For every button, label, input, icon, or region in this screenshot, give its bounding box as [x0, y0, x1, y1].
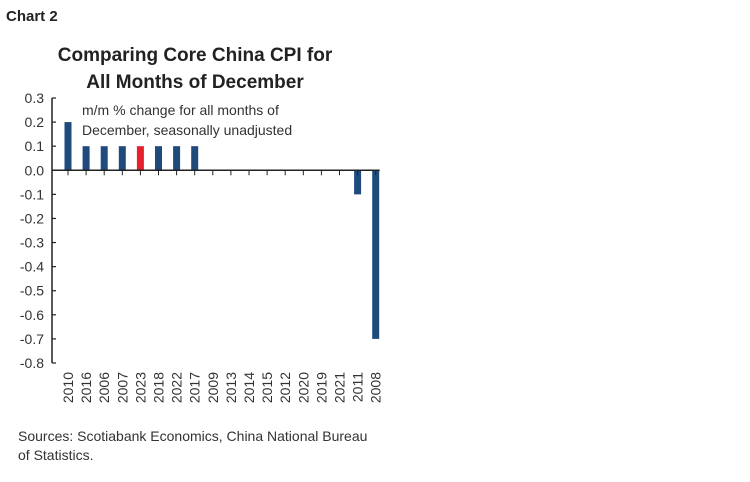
annotation-line: m/m % change for all months of [82, 102, 279, 118]
bar-2023 [136, 146, 144, 171]
bar-2017 [191, 146, 199, 171]
bar-2006 [100, 146, 108, 171]
y-tick-label: -0.3 [20, 235, 44, 251]
bar-2016 [82, 146, 90, 171]
bar-2010 [64, 122, 72, 171]
y-tick-label: 0.3 [25, 90, 45, 106]
bar-2022 [173, 146, 181, 171]
y-tick-label: -0.6 [20, 307, 44, 323]
x-tick-label: 2014 [241, 372, 257, 403]
y-tick-label: 0.0 [25, 162, 45, 178]
x-tick-label: 2016 [78, 372, 94, 403]
x-tick-label: 2006 [96, 372, 112, 403]
x-tick-label: 2018 [151, 372, 167, 403]
title-line: Comparing Core China CPI for [57, 45, 333, 66]
x-tick-label: 2008 [368, 372, 384, 403]
chart-label: Chart 2 [6, 8, 58, 25]
x-tick-label: 2009 [205, 372, 221, 403]
x-tick-label: 2022 [169, 372, 185, 403]
x-tick-label: 2019 [313, 372, 329, 403]
title-line: All Months of December [86, 72, 304, 93]
x-tick-label: 2020 [295, 372, 311, 403]
bar-2018 [155, 146, 162, 171]
x-tick-label: 2013 [223, 372, 239, 403]
x-tick-label: 2023 [132, 372, 148, 403]
y-tick-label: 0.2 [25, 114, 45, 130]
x-tick-label: 2011 [350, 372, 366, 402]
y-tick-label: -0.4 [20, 259, 44, 275]
chart-annotation: m/m % change for all months of December,… [82, 100, 292, 140]
y-tick-label: -0.1 [20, 186, 44, 202]
y-tick-label: -0.7 [20, 331, 44, 347]
bar-2011 [354, 170, 362, 195]
x-tick-label: 2015 [259, 372, 275, 403]
x-tick-label: 2010 [60, 372, 76, 403]
y-tick-label: -0.5 [20, 283, 44, 299]
y-tick-label: -0.2 [20, 210, 44, 226]
bar-2007 [118, 146, 126, 171]
x-tick-label: 2007 [114, 372, 130, 403]
x-tick-label: 2021 [332, 372, 348, 403]
y-tick-label: -0.8 [20, 355, 44, 371]
x-tick-label: 2017 [187, 372, 203, 403]
chart-title: Comparing Core China CPI for All Months … [20, 42, 370, 96]
bar-2008 [372, 170, 380, 339]
y-tick-label: 0.1 [25, 138, 45, 154]
source-note: Sources: Scotiabank Economics, China Nat… [18, 428, 368, 463]
annotation-line: December, seasonally unadjusted [82, 122, 293, 138]
x-tick-label: 2012 [277, 372, 293, 403]
